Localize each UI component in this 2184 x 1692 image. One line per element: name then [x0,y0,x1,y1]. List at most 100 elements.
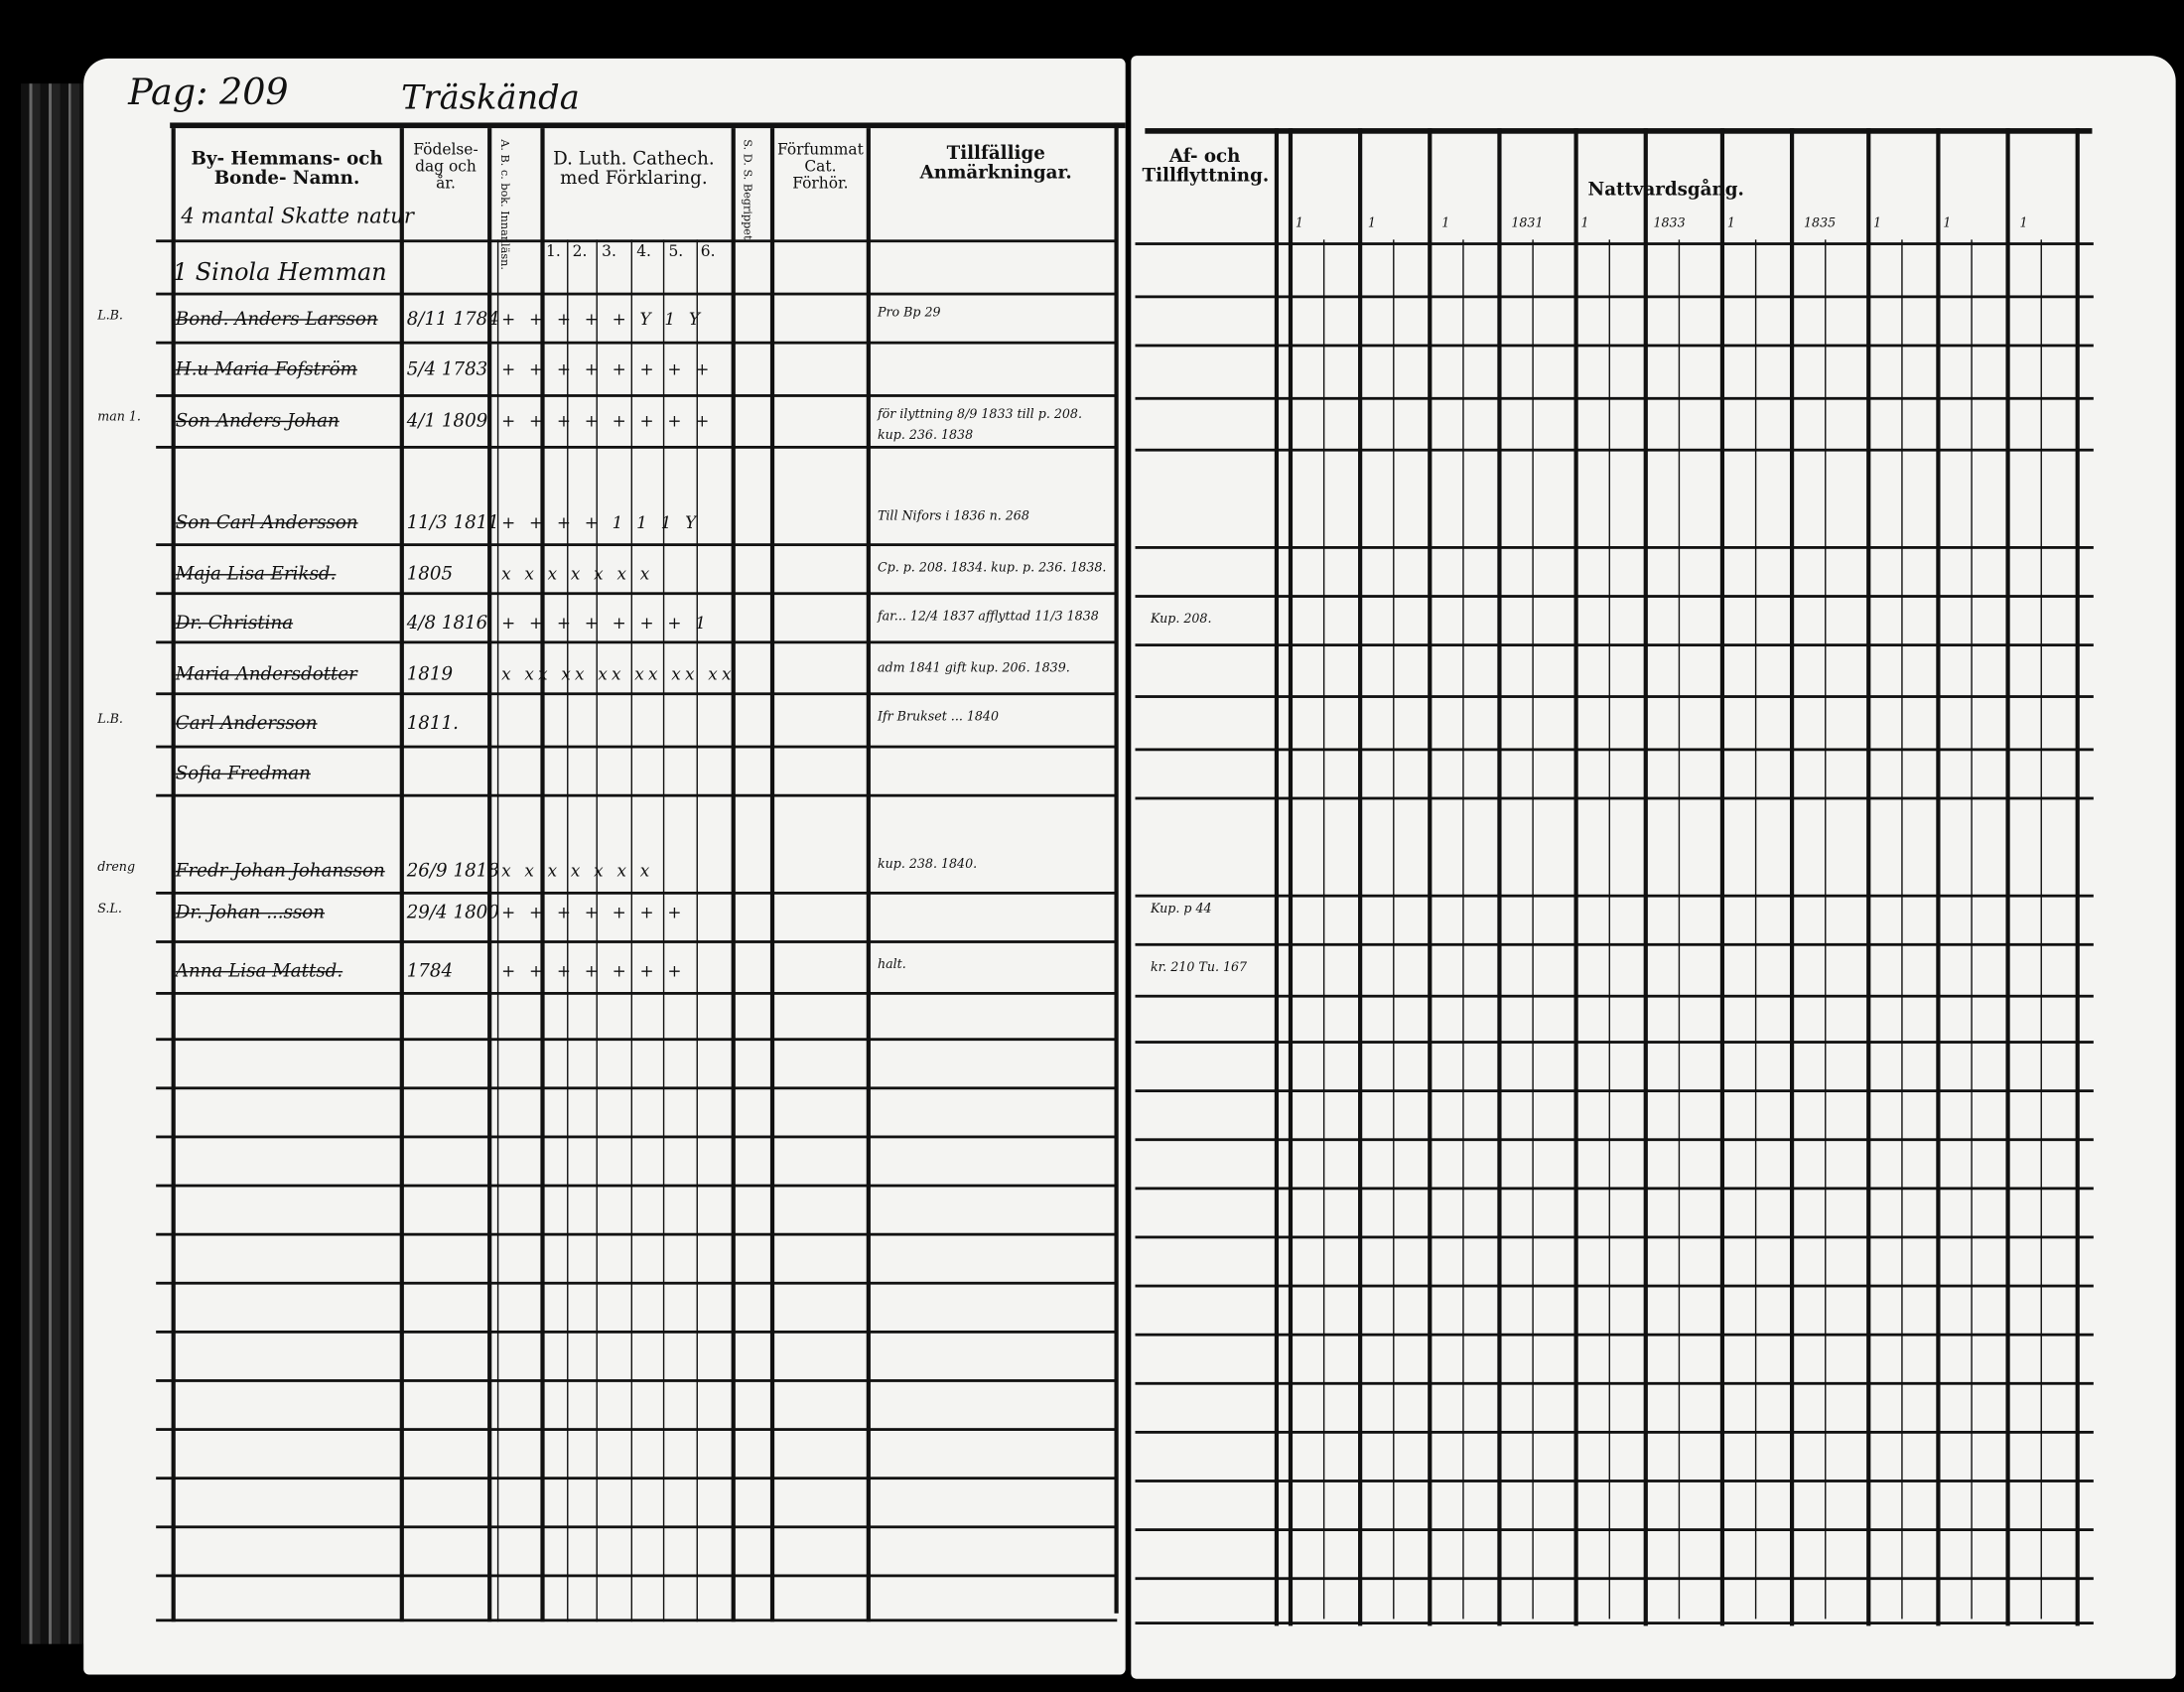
cathech-marks: + + + + + + + [501,961,686,981]
rule-line [567,239,569,1622]
rule-line [1428,128,1433,1626]
person-name: Anna Lisa Mattsd. [175,961,343,983]
header-abc-col: A. B. c. bok. Innanläsn. [498,139,511,270]
year-label: 1 [1873,216,1882,231]
year-label: 1835 [1804,216,1837,231]
rule-line [1135,1041,2094,1044]
rule-line [1719,128,1725,1626]
rule-line [399,128,404,1622]
birth-date: 8/11 1784 [406,309,499,331]
rule-line [731,128,736,1622]
rule-line [1135,994,2094,998]
rule-line [1135,546,2094,549]
rule-line [1971,239,1973,1620]
year-label: 1 [1441,216,1450,231]
rule-line [1135,1577,2094,1581]
birth-date: 1811. [406,713,459,735]
rule-line [156,1281,1118,1285]
rule-line [1135,796,2094,800]
rule-line [156,891,1118,895]
birth-date: 1819 [406,664,454,686]
rule-line [540,128,545,1622]
cathech-number: 4. [636,242,651,261]
year-label: 1 [1943,216,1952,231]
remark-note: adm 1841 gift kup. 206. 1839. [877,661,1070,676]
farm-heading: 1 Sinola Hemman [172,258,387,288]
rule-line [1135,242,2094,245]
remark-note: kup. 238. 1840. [877,858,978,873]
rule-line [156,793,1118,797]
rule-line [1901,239,1903,1620]
rule-line [156,1477,1118,1480]
remark-note: Pro Bp 29 [877,306,941,321]
rule-line [1135,643,2094,647]
rule-line [1135,344,2094,348]
rule-line [156,1232,1118,1236]
rule-line [1135,942,2094,946]
left-page [83,58,1126,1675]
header-forhor-col: Förfummat Cat. Förhör. [776,140,864,193]
cathech-marks: + + + + + + + [501,903,686,922]
move-note: kr. 210 Tu. 167 [1150,961,1248,976]
rule-line [1135,695,2094,698]
cathech-number: 5. [668,242,684,261]
rule-line [1135,396,2094,400]
rule-line [1288,128,1294,1626]
rule-line [1825,239,1827,1620]
year-label: 1 [1367,216,1376,231]
rule-line [1754,239,1757,1620]
rule-line [1135,595,2094,598]
person-name: Carl Andersson [175,713,318,735]
rule-line [1274,128,1280,1626]
cathech-marks: + + + + + + + 1 [501,613,711,634]
cathech-marks: x x x x x x x [501,861,654,881]
header-name-sub: 4 mantal Skatte natur [181,203,414,229]
cathech-marks: x x x x x x x [501,564,654,584]
rule-line [1135,1528,2094,1532]
rule-line [156,940,1118,943]
rule-line [156,1038,1118,1042]
rule-line [1135,448,2094,452]
birth-date: 5/4 1783 [406,358,488,381]
rule-line [1608,239,1610,1620]
person-name: Fredr Johan Johansson [175,861,385,883]
rule-line [156,1428,1118,1431]
cathech-marks: + + + + + + + + [501,358,714,379]
rule-line [156,592,1118,596]
rule-line [662,239,665,1622]
year-label: 1 [1726,216,1735,231]
row-mark: man 1. [97,410,141,425]
rule-line [170,122,1126,129]
rule-line [1135,1333,2094,1337]
rule-line [1135,295,2094,299]
rule-line [1135,1235,2094,1239]
rule-line [1497,128,1502,1626]
place-name: Träskända [401,77,580,117]
rule-line [156,1525,1118,1529]
remark-note: far... 12/4 1837 afflyttad 11/3 1838 [877,610,1099,625]
year-label: 1833 [1653,216,1686,231]
page-number: Pag: 209 [128,71,289,115]
person-name: Maja Lisa Eriksd. [175,564,337,586]
cathech-marks: + + + + + + + + [501,410,714,431]
header-birth-col: Födelse-dag och år. [413,140,478,193]
rule-line [1114,122,1119,1614]
birth-date: 1784 [406,961,454,983]
remark-note: halt. [877,958,906,973]
year-label: 1 [1295,216,1303,231]
person-name: Maria Andersdotter [175,664,357,686]
header-sds-col: S. D. S. Begrippet. [741,139,754,244]
rule-line [156,292,1118,296]
cathech-marks: + + + + + Y 1 Y [501,309,705,330]
rule-line [1358,128,1363,1626]
rule-line [1643,128,1648,1626]
person-name: Son Anders Johan [175,410,340,432]
rule-line [1393,239,1395,1620]
person-name: Son Carl Andersson [175,512,358,534]
rule-line [156,640,1118,644]
birth-date: 11/3 1811 [406,512,499,534]
rule-line [156,992,1118,995]
header-remarks-col: Tillfällige Anmärkningar. [919,143,1072,185]
rule-line [1135,1187,2094,1191]
rule-line [1532,239,1534,1620]
